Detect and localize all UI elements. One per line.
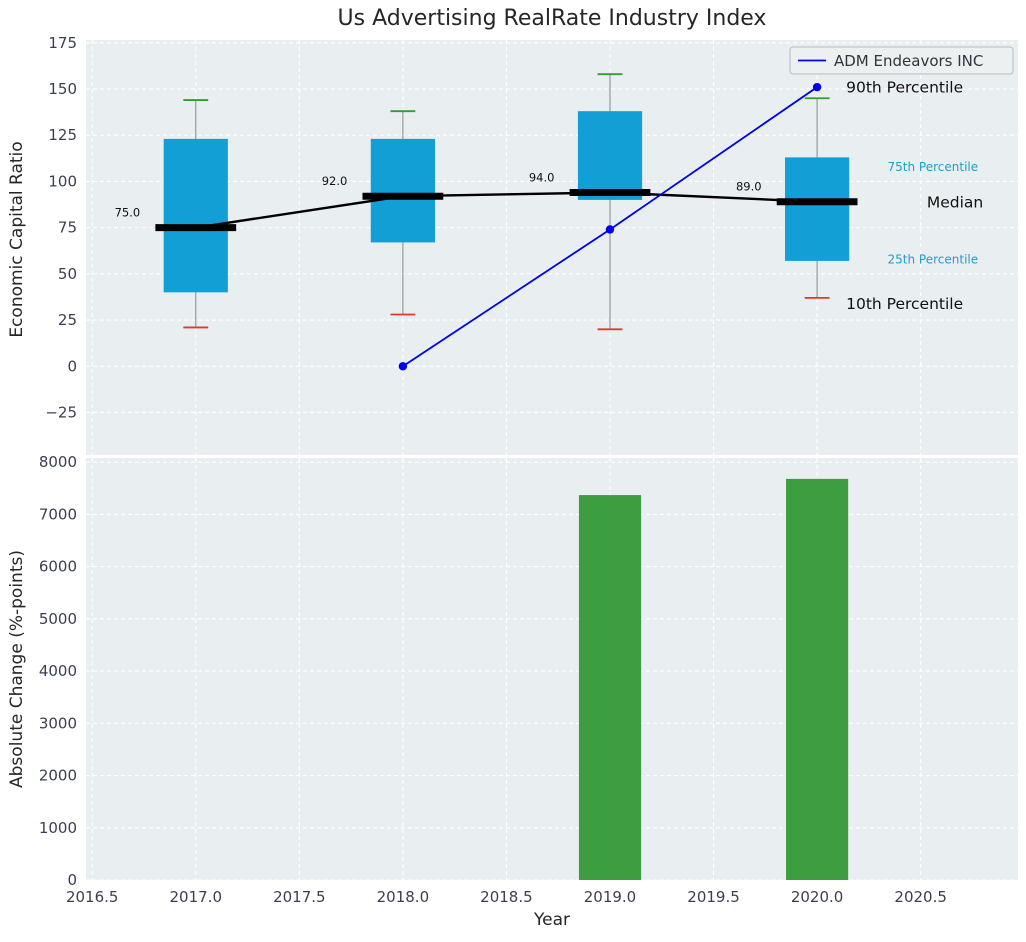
chart-title: Us Advertising RealRate Industry Index bbox=[337, 6, 767, 31]
bottom-ylabel: Absolute Change (%-points) bbox=[7, 550, 27, 788]
tick-labels: 175 150 125 100 75 50 25 0 −25 0 1000 2000 3000 4000 5… bbox=[39, 34, 947, 906]
svg-text:5000: 5000 bbox=[39, 610, 77, 628]
svg-text:150: 150 bbox=[48, 80, 77, 98]
median-connecting-line bbox=[195, 191, 818, 229]
svg-text:0: 0 bbox=[67, 871, 77, 889]
svg-text:8000: 8000 bbox=[39, 453, 77, 471]
bars bbox=[578, 478, 849, 880]
legend: ADM Endeavors INC bbox=[789, 46, 1014, 75]
svg-text:50: 50 bbox=[58, 265, 77, 283]
annotation-label: 25th Percentile bbox=[888, 252, 979, 266]
company-point bbox=[398, 362, 408, 371]
annotation-label: 75th Percentile bbox=[888, 160, 979, 174]
svg-text:75: 75 bbox=[58, 219, 77, 237]
iqr-box bbox=[577, 111, 643, 200]
median-value-label: 94.0 bbox=[529, 171, 555, 185]
median-value-label: 89.0 bbox=[736, 180, 762, 194]
svg-text:100: 100 bbox=[48, 172, 77, 190]
company-point bbox=[812, 82, 822, 92]
svg-text:175: 175 bbox=[48, 34, 77, 52]
svg-text:2016.5: 2016.5 bbox=[66, 888, 119, 906]
company-point bbox=[605, 225, 615, 234]
iqr-box bbox=[163, 138, 228, 293]
svg-text:0: 0 bbox=[67, 357, 77, 375]
svg-text:2019.0: 2019.0 bbox=[584, 888, 637, 906]
svg-text:2000: 2000 bbox=[39, 767, 77, 785]
top-panel-bg bbox=[86, 40, 1018, 455]
bar-2020 bbox=[786, 478, 849, 880]
svg-text:−25: −25 bbox=[45, 403, 77, 421]
svg-text:6000: 6000 bbox=[39, 558, 77, 576]
annotation-label: Median bbox=[927, 193, 983, 211]
median-value-label: 75.0 bbox=[115, 206, 141, 220]
svg-text:3000: 3000 bbox=[39, 714, 77, 732]
svg-text:2020.0: 2020.0 bbox=[791, 888, 844, 906]
svg-text:7000: 7000 bbox=[39, 505, 77, 523]
box-2020 bbox=[785, 97, 850, 299]
bar-2019 bbox=[578, 495, 642, 880]
svg-text:25: 25 bbox=[58, 311, 77, 329]
svg-text:2017.0: 2017.0 bbox=[170, 888, 223, 906]
iqr-box bbox=[785, 157, 850, 261]
svg-text:125: 125 bbox=[48, 126, 77, 144]
top-ylabel: Economic Capital Ratio bbox=[7, 141, 27, 337]
svg-text:4000: 4000 bbox=[39, 662, 77, 680]
svg-text:2019.5: 2019.5 bbox=[687, 888, 740, 906]
svg-text:1000: 1000 bbox=[39, 819, 77, 837]
svg-text:2017.5: 2017.5 bbox=[273, 888, 326, 906]
svg-text:2018.5: 2018.5 bbox=[480, 888, 533, 906]
svg-text:2020.5: 2020.5 bbox=[894, 888, 947, 906]
box-2018 bbox=[370, 110, 435, 316]
xlabel: Year bbox=[533, 910, 570, 930]
legend-label: ADM Endeavors INC bbox=[834, 52, 983, 70]
median-value-label: 92.0 bbox=[322, 174, 348, 188]
bottom-panel-bg bbox=[86, 458, 1018, 880]
box-2019 bbox=[577, 73, 643, 331]
box-2017 bbox=[163, 99, 228, 329]
iqr-box bbox=[370, 138, 435, 243]
annotation-label: 90th Percentile bbox=[846, 79, 963, 97]
svg-text:2018.0: 2018.0 bbox=[377, 888, 430, 906]
percentile-annotations: 90th Percentile 75th Percentile Median 25th… bbox=[846, 79, 983, 313]
annotation-label: 10th Percentile bbox=[846, 295, 963, 313]
